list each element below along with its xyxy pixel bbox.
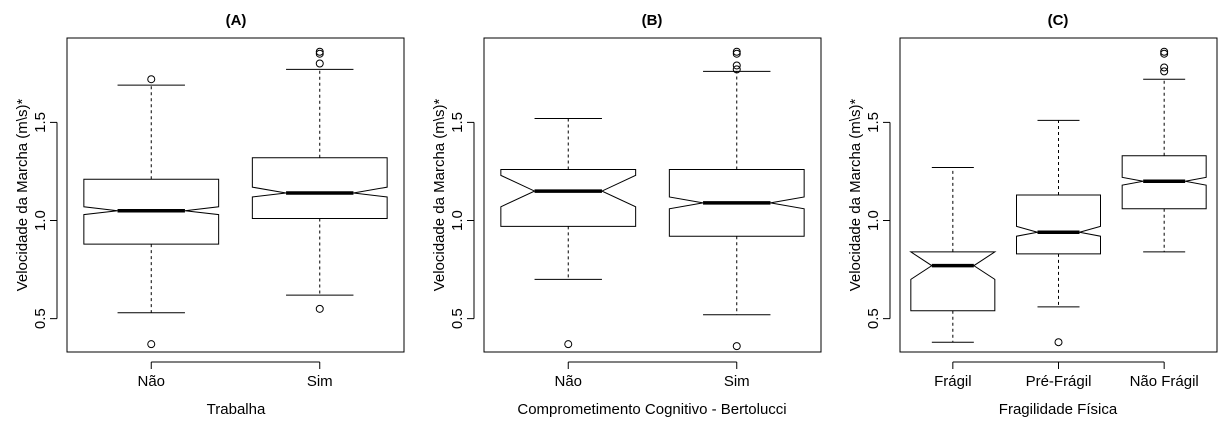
outlier-point xyxy=(1160,47,1169,56)
x-tick-label: Não xyxy=(554,373,582,390)
outlier-point xyxy=(1160,67,1169,76)
y-tick-label: 1.5 xyxy=(865,112,882,133)
box-n-o-fr-gil xyxy=(1121,47,1207,253)
x-tick-label: Sim xyxy=(724,373,750,390)
y-tick-label: 1.5 xyxy=(449,112,466,133)
y-tick-label: 0.5 xyxy=(865,308,882,329)
outlier-point xyxy=(315,49,324,58)
x-tick-label: Sim xyxy=(307,373,333,390)
panel-title: (A) xyxy=(226,12,247,29)
outlier-point xyxy=(315,59,324,68)
x-tick-label: Não xyxy=(137,373,165,390)
x-tick-label: Pré-Frágil xyxy=(1026,373,1092,390)
y-axis-label: Velocidade da Marcha (m\s)* xyxy=(847,99,864,292)
x-tick-label: Não Frágil xyxy=(1130,373,1199,390)
outlier-point xyxy=(315,304,324,313)
x-axis-label: Fragilidade Física xyxy=(999,401,1118,418)
box-sim xyxy=(251,47,388,313)
box-fr-gil xyxy=(909,167,997,343)
outlier-point xyxy=(315,47,324,56)
outlier-point xyxy=(732,47,741,56)
box-n-o xyxy=(500,117,637,349)
y-tick-label: 0.5 xyxy=(449,308,466,329)
notched-box xyxy=(909,251,997,312)
outlier-point xyxy=(564,340,573,349)
box-sim xyxy=(668,47,805,351)
outlier-point xyxy=(732,61,741,70)
outlier-point xyxy=(1160,49,1169,58)
x-tick-label: Frágil xyxy=(934,373,972,390)
plot-frame xyxy=(899,37,1218,353)
y-tick-label: 1.0 xyxy=(449,210,466,231)
plot-frame xyxy=(483,37,822,353)
outlier-point xyxy=(147,340,156,349)
x-axis-label: Trabalha xyxy=(207,401,266,418)
panel-title: (C) xyxy=(1048,12,1069,29)
y-axis-label: Velocidade da Marcha (m\s)* xyxy=(431,99,448,292)
y-axis-label: Velocidade da Marcha (m\s)* xyxy=(14,99,31,292)
y-tick-label: 1.0 xyxy=(865,210,882,231)
y-tick-label: 1.5 xyxy=(32,112,49,133)
y-tick-label: 1.0 xyxy=(32,210,49,231)
box-n-o xyxy=(83,75,220,349)
outlier-point xyxy=(1054,338,1063,347)
x-axis-label: Comprometimento Cognitivo - Bertolucci xyxy=(517,401,786,418)
y-tick-label: 0.5 xyxy=(32,308,49,329)
outlier-point xyxy=(147,75,156,84)
box-pr-fr-gil xyxy=(1016,119,1101,347)
outlier-point xyxy=(732,49,741,58)
notched-box xyxy=(1016,194,1101,255)
plot-frame xyxy=(66,37,405,353)
notched-box xyxy=(251,157,388,220)
outlier-point xyxy=(732,342,741,351)
outlier-point xyxy=(1160,63,1169,72)
outlier-point xyxy=(732,65,741,74)
panel-title: (B) xyxy=(642,12,663,29)
notched-box xyxy=(500,168,637,227)
